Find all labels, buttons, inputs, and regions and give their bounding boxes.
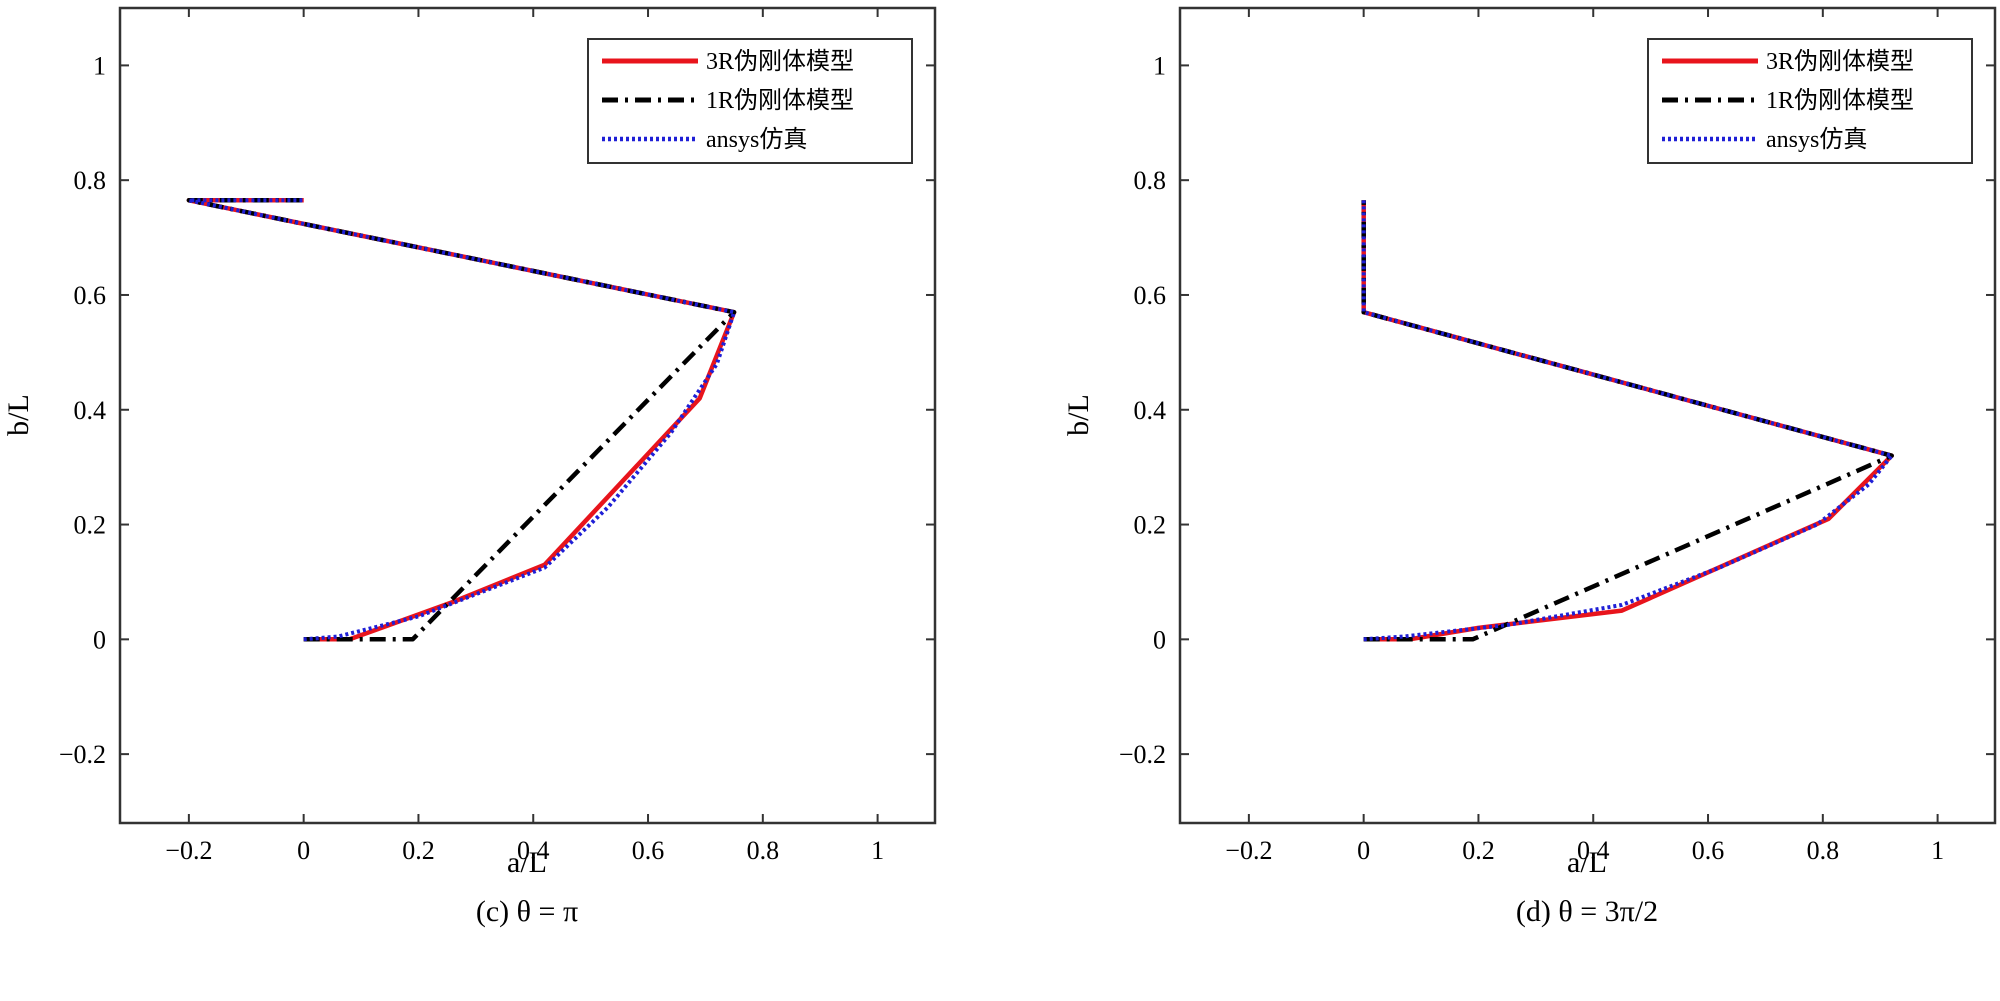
legend-label: 1R伪刚体模型 bbox=[706, 87, 854, 114]
x-axis-label: a/L bbox=[507, 846, 547, 879]
legend-label: ansys仿真 bbox=[1766, 126, 1867, 153]
legend-label: ansys仿真 bbox=[706, 126, 807, 153]
y-tick-label: 1 bbox=[1153, 51, 1166, 80]
chart-d: −0.2 0 0.2 0.4 0.6 0.8 1 −0.2 0 0.2 0.4 0.6 0.8 1 a/L… bbox=[1062, 6, 1997, 928]
chart-caption: (d) θ = 3π/2 bbox=[1516, 895, 1658, 928]
y-tick-label: 0.6 bbox=[1134, 281, 1167, 310]
series-line bbox=[186, 198, 737, 642]
chart-caption: (c) θ = π bbox=[476, 895, 578, 928]
x-tick-label: 0 bbox=[1357, 836, 1370, 865]
y-tick-label: −0.2 bbox=[1119, 740, 1166, 769]
legend: 3R伪刚体模型 1R伪刚体模型 ansys仿真 bbox=[587, 38, 913, 164]
series-line bbox=[1361, 200, 1894, 642]
x-tick-label: 0.8 bbox=[747, 836, 780, 865]
x-axis-label: a/L bbox=[1567, 846, 1607, 879]
x-tick-label: 0.6 bbox=[632, 836, 665, 865]
series-group bbox=[186, 198, 737, 642]
y-tick-label: 1 bbox=[93, 51, 106, 80]
x-tick-label: 0 bbox=[297, 836, 310, 865]
ticks-group: −0.2 0 0.2 0.4 0.6 0.8 1 −0.2 0 0.2 0.4 0.6 0.8 1 bbox=[59, 8, 935, 865]
legend-label: 1R伪刚体模型 bbox=[1766, 87, 1914, 114]
x-tick-label: 0.6 bbox=[1692, 836, 1725, 865]
x-tick-label: 0.4 bbox=[517, 836, 550, 865]
y-tick-label: 0 bbox=[1153, 625, 1166, 654]
y-axis-label: b/L bbox=[2, 394, 35, 436]
y-axis-label: b/L bbox=[1062, 394, 1095, 436]
x-tick-label: −0.2 bbox=[1225, 836, 1272, 865]
legend-label: 3R伪刚体模型 bbox=[1766, 48, 1914, 75]
legend: 3R伪刚体模型 1R伪刚体模型 ansys仿真 bbox=[1647, 38, 1973, 164]
x-tick-label: 1 bbox=[1931, 836, 1944, 865]
y-tick-label: 0.8 bbox=[1134, 166, 1167, 195]
y-tick-label: 0.6 bbox=[74, 281, 107, 310]
series-line bbox=[186, 198, 737, 642]
y-tick-label: 0.2 bbox=[1134, 511, 1167, 540]
series-line bbox=[1361, 200, 1894, 642]
series-group bbox=[1361, 200, 1894, 642]
x-tick-label: 0.8 bbox=[1807, 836, 1840, 865]
x-tick-label: 1 bbox=[871, 836, 884, 865]
y-tick-label: 0.4 bbox=[1134, 396, 1167, 425]
y-tick-label: 0.8 bbox=[74, 166, 107, 195]
chart-c: −0.2 0 0.2 0.4 0.6 0.8 1 −0.2 0 0.2 0.4 0.6 0.8 1 a/L… bbox=[2, 6, 937, 928]
x-tick-label: 0.2 bbox=[1462, 836, 1495, 865]
x-tick-label: −0.2 bbox=[165, 836, 212, 865]
x-tick-label: 0.4 bbox=[1577, 836, 1610, 865]
ticks-group: −0.2 0 0.2 0.4 0.6 0.8 1 −0.2 0 0.2 0.4 0.6 0.8 1 bbox=[1119, 8, 1995, 865]
y-tick-label: 0.2 bbox=[74, 511, 107, 540]
x-tick-label: 0.2 bbox=[402, 836, 435, 865]
y-tick-label: −0.2 bbox=[59, 740, 106, 769]
y-tick-label: 0.4 bbox=[74, 396, 107, 425]
y-tick-label: 0 bbox=[93, 625, 106, 654]
legend-label: 3R伪刚体模型 bbox=[706, 48, 854, 75]
